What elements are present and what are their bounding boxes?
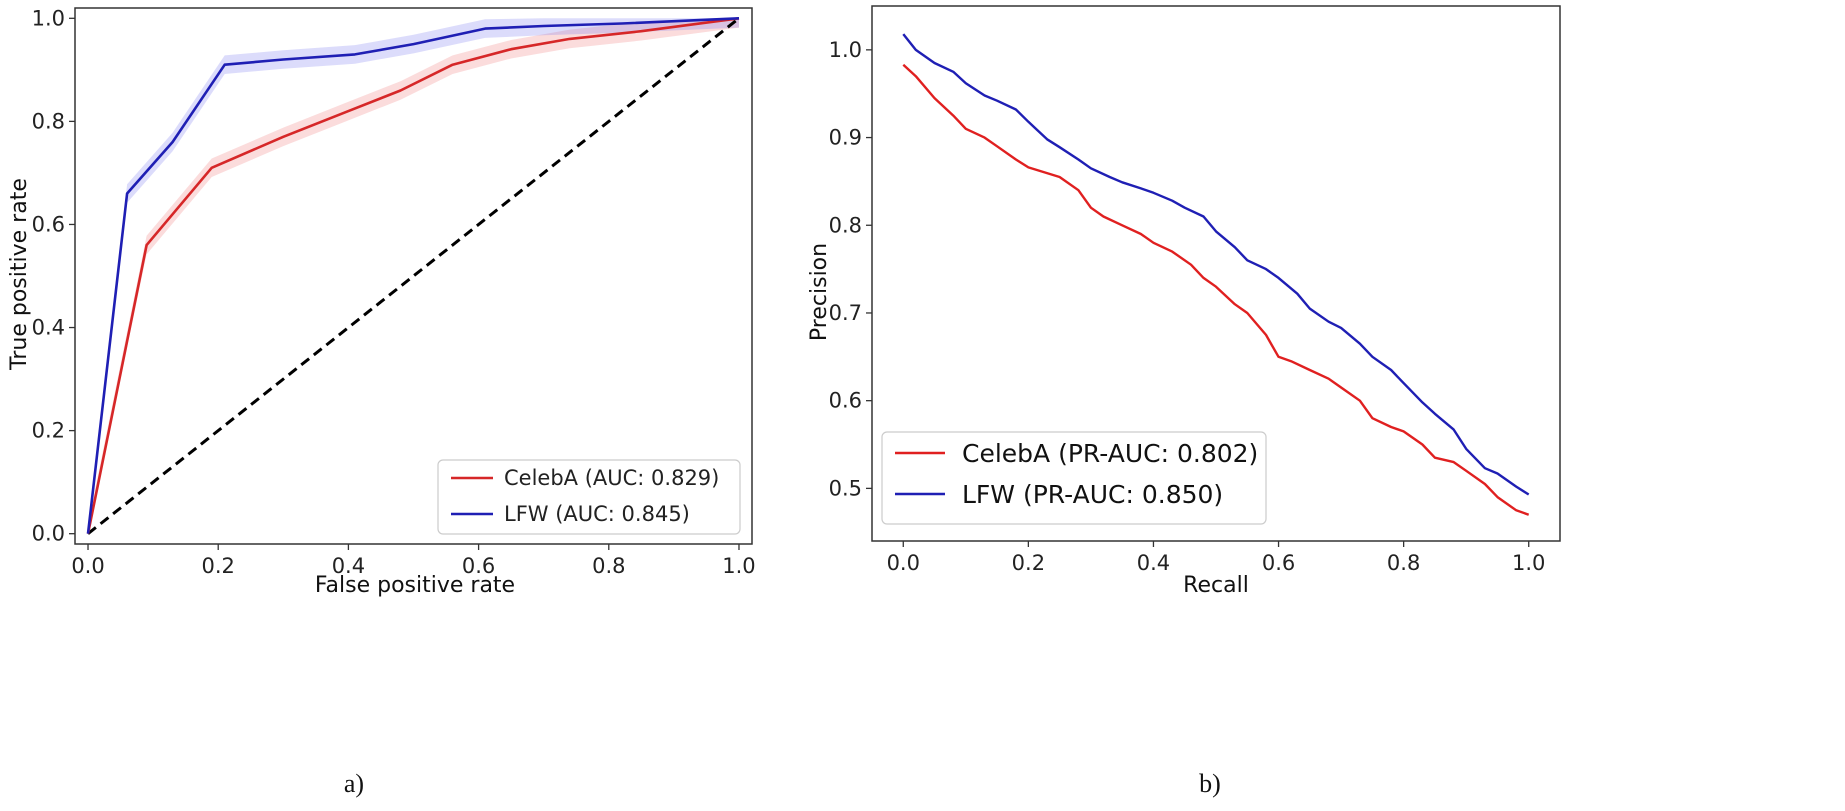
pr-y-tick-label: 0.9 bbox=[829, 126, 862, 150]
roc-chance-diagonal bbox=[87, 17, 740, 535]
pr-legend: CelebA (PR-AUC: 0.802) LFW (PR-AUC: 0.85… bbox=[881, 431, 1267, 525]
caption-a: a) bbox=[344, 769, 364, 798]
pr-line-lfw bbox=[902, 33, 1530, 496]
roc-chart: 0.0 0.2 0.4 0.6 0.8 1.0 0.0 0.2 0.4 0.6 0.8 1.0 Fa… bbox=[7, 6, 756, 798]
pr-legend-box bbox=[881, 431, 1267, 525]
pr-axes-frame bbox=[871, 5, 1561, 542]
roc-y-tick-label: 0.8 bbox=[32, 109, 65, 133]
roc-x-tick-label: 0.6 bbox=[462, 554, 495, 578]
roc-legend-box bbox=[437, 459, 741, 535]
roc-y-tick-label: 1.0 bbox=[32, 6, 65, 30]
roc-x-tick-label: 0.2 bbox=[202, 554, 235, 578]
pr-x-tick-label: 0.6 bbox=[1262, 551, 1295, 575]
roc-series-lines bbox=[86, 17, 740, 534]
pr-x-axis-label: Recall bbox=[1183, 573, 1249, 598]
roc-legend-label-celeba: CelebA (AUC: 0.829) bbox=[504, 466, 719, 490]
roc-axes-frame bbox=[74, 7, 753, 545]
pr-y-axis-label: Precision bbox=[807, 243, 832, 341]
roc-y-tick-label: 0.2 bbox=[32, 419, 65, 443]
roc-line-lfw bbox=[86, 17, 740, 534]
pr-y-tick-label: 0.8 bbox=[829, 213, 862, 237]
roc-legend: CelebA (AUC: 0.829) LFW (AUC: 0.845) bbox=[437, 459, 741, 535]
pr-x-tick-label: 0.8 bbox=[1387, 551, 1420, 575]
roc-y-ticks: 0.0 0.2 0.4 0.6 0.8 1.0 bbox=[32, 6, 75, 546]
pr-series-lines bbox=[902, 33, 1530, 516]
pr-y-tick-label: 0.5 bbox=[829, 476, 862, 500]
roc-y-tick-label: 0.4 bbox=[32, 316, 65, 340]
roc-x-axis-label: False positive rate bbox=[315, 573, 515, 598]
pr-x-ticks: 0.0 0.2 0.4 0.6 0.8 1.0 bbox=[887, 541, 1545, 575]
pr-x-tick-label: 1.0 bbox=[1512, 551, 1545, 575]
roc-band-celeba bbox=[88, 18, 739, 534]
roc-x-tick-label: 1.0 bbox=[722, 554, 755, 578]
pr-y-ticks: 0.5 0.6 0.7 0.8 0.9 1.0 bbox=[829, 38, 872, 500]
roc-line-celeba bbox=[86, 17, 740, 534]
pr-x-tick-label: 0.2 bbox=[1012, 551, 1045, 575]
roc-y-axis-label: True positive rate bbox=[7, 178, 32, 371]
roc-x-tick-label: 0.8 bbox=[592, 554, 625, 578]
pr-x-tick-label: 0.0 bbox=[887, 551, 920, 575]
pr-y-tick-label: 1.0 bbox=[829, 38, 862, 62]
roc-confidence-bands bbox=[88, 18, 739, 534]
pr-y-tick-label: 0.7 bbox=[829, 301, 862, 325]
caption-b: b) bbox=[1199, 769, 1221, 798]
pr-x-tick-label: 0.4 bbox=[1137, 551, 1170, 575]
pr-y-tick-label: 0.6 bbox=[829, 389, 862, 413]
pr-line-celeba bbox=[902, 63, 1530, 516]
roc-y-tick-label: 0.0 bbox=[32, 522, 65, 546]
pr-legend-label-celeba: CelebA (PR-AUC: 0.802) bbox=[962, 439, 1258, 468]
roc-x-tick-label: 0.4 bbox=[332, 554, 365, 578]
pr-legend-label-lfw: LFW (PR-AUC: 0.850) bbox=[962, 480, 1223, 509]
roc-x-ticks: 0.0 0.2 0.4 0.6 0.8 1.0 bbox=[71, 544, 756, 578]
roc-y-tick-label: 0.6 bbox=[32, 212, 65, 236]
roc-legend-label-lfw: LFW (AUC: 0.845) bbox=[504, 502, 690, 526]
pr-chart: 0.0 0.2 0.4 0.6 0.8 1.0 0.5 0.6 0.7 0.8 0.9 1.0 Re… bbox=[807, 5, 1561, 798]
roc-x-tick-label: 0.0 bbox=[71, 554, 104, 578]
